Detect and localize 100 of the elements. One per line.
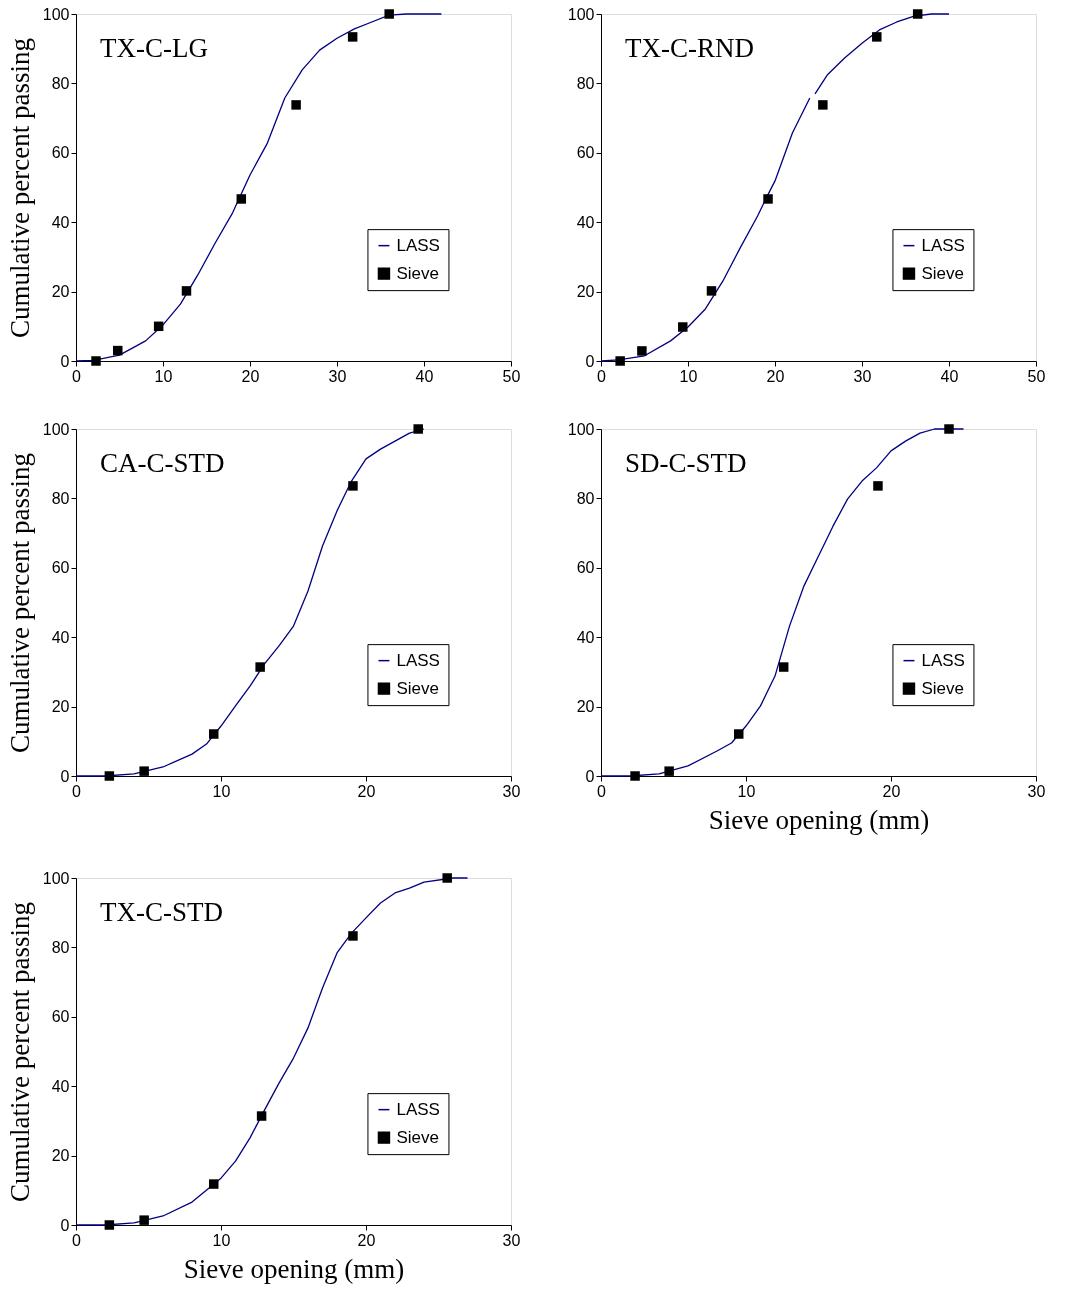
point <box>256 1111 267 1121</box>
x-tick-label: 10 <box>154 367 173 385</box>
point <box>91 356 101 366</box>
point <box>912 9 923 19</box>
x-tick-label: 10 <box>679 367 698 385</box>
x-tick-label: 20 <box>357 782 376 800</box>
y-axis-title: Cumulative percent passing <box>4 902 35 1202</box>
point <box>637 346 647 356</box>
x-tick-label: 40 <box>415 367 434 385</box>
y-tick-label: 60 <box>576 144 595 162</box>
point <box>615 356 625 366</box>
y-axis-title: Cumulative percent passing <box>4 38 35 338</box>
y-tick-label: 80 <box>576 489 595 507</box>
point <box>778 662 789 672</box>
y-tick-label: 60 <box>576 559 595 577</box>
y-tick-label: 100 <box>42 5 70 23</box>
point <box>763 194 773 204</box>
legend-label: LASS <box>396 235 440 255</box>
text: SD-C-STD <box>625 448 747 478</box>
point <box>348 931 358 941</box>
y-tick-label: 0 <box>60 767 70 785</box>
x-tick-label: 20 <box>882 782 901 800</box>
legend-label: Sieve <box>396 1127 439 1147</box>
x-tick-label: 0 <box>72 782 82 800</box>
point <box>104 771 115 781</box>
y-tick-label: 60 <box>51 1008 70 1026</box>
x-tick-label: 50 <box>1027 367 1046 385</box>
x-tick-label: 40 <box>940 367 959 385</box>
x-tick-label: 30 <box>328 367 347 385</box>
legend-label: LASS <box>396 1099 440 1119</box>
x-axis-title: Sieve opening (mm) <box>183 1253 405 1284</box>
point <box>384 9 394 19</box>
legend-label: LASS <box>921 650 965 670</box>
y-tick-label: 60 <box>51 144 70 162</box>
point <box>139 1215 149 1225</box>
text: CA-C-STD <box>100 448 225 478</box>
point <box>678 322 688 332</box>
point <box>706 286 717 296</box>
y-tick-label: 40 <box>576 628 595 646</box>
y-tick-label: 60 <box>51 559 70 577</box>
x-tick-label: 20 <box>241 367 260 385</box>
point <box>181 286 192 296</box>
x-tick-label: 0 <box>597 782 607 800</box>
point <box>348 481 358 491</box>
y-tick-label: 0 <box>60 352 70 370</box>
y-tick-label: 0 <box>585 767 595 785</box>
x-tick-label: 30 <box>502 1231 521 1249</box>
point <box>153 321 164 332</box>
legend-label: Sieve <box>396 263 439 283</box>
y-tick-label: 40 <box>576 213 595 231</box>
y-tick-label: 100 <box>567 5 595 23</box>
y-tick-label: 40 <box>51 628 70 646</box>
y-tick-label: 20 <box>51 283 70 301</box>
point <box>255 662 265 672</box>
x-tick-label: 20 <box>766 367 785 385</box>
y-axis-title: Cumulative percent passing <box>4 453 35 753</box>
y-tick-label: 20 <box>51 1147 70 1165</box>
legend-label: Sieve <box>396 678 439 698</box>
x-tick-label: 0 <box>72 367 82 385</box>
point <box>104 1220 115 1230</box>
legend-label: LASS <box>396 650 440 670</box>
y-tick-label: 100 <box>42 420 70 438</box>
point <box>818 100 828 110</box>
legend-label: Sieve <box>921 678 964 698</box>
x-tick-label: 50 <box>502 367 521 385</box>
point <box>347 32 358 42</box>
y-tick-label: 80 <box>51 938 70 956</box>
legend-label: Sieve <box>921 263 964 283</box>
text: TX-C-RND <box>625 33 754 63</box>
text: TX-C-LG <box>100 33 208 63</box>
point <box>113 345 123 356</box>
y-tick-label: 20 <box>51 698 70 716</box>
x-tick-label: 20 <box>357 1231 376 1249</box>
x-tick-label: 0 <box>597 367 607 385</box>
point <box>664 766 674 776</box>
point <box>442 873 452 883</box>
x-axis-title: Sieve opening (mm) <box>708 804 930 835</box>
point <box>209 729 219 739</box>
point <box>139 766 149 776</box>
point <box>236 194 247 204</box>
point <box>734 729 744 739</box>
point <box>944 424 954 434</box>
y-tick-label: 80 <box>576 74 595 92</box>
x-tick-label: 30 <box>853 367 872 385</box>
y-tick-label: 40 <box>51 1077 70 1095</box>
point <box>873 481 883 491</box>
point <box>291 100 301 110</box>
y-tick-label: 40 <box>51 213 70 231</box>
y-tick-label: 0 <box>585 352 595 370</box>
x-tick-label: 30 <box>1027 782 1046 800</box>
point <box>872 32 882 42</box>
point <box>630 771 640 781</box>
y-tick-label: 20 <box>576 283 595 301</box>
y-tick-label: 80 <box>51 489 70 507</box>
x-tick-label: 10 <box>737 782 756 800</box>
point <box>413 424 423 434</box>
y-tick-label: 100 <box>42 869 70 887</box>
y-tick-label: 100 <box>567 420 595 438</box>
point <box>209 1179 219 1189</box>
y-tick-label: 0 <box>60 1216 70 1234</box>
